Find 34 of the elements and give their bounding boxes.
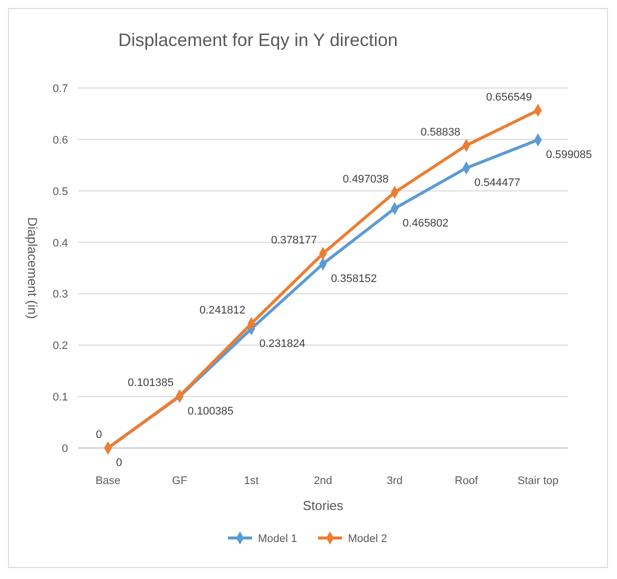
x-tick-label: Roof — [454, 475, 479, 487]
data-label: 0.378177 — [271, 234, 317, 247]
x-tick-label: 1st — [244, 475, 259, 487]
data-label: 0.231824 — [259, 338, 306, 350]
data-label: 0.58838 — [420, 126, 460, 138]
y-tick-label: 0.1 — [52, 392, 68, 404]
legend-label: Model 1 — [258, 533, 298, 545]
x-tick-label: Stair top — [518, 475, 558, 487]
legend-label: Model 2 — [348, 533, 388, 545]
x-tick-label: Base — [95, 475, 121, 487]
data-label: 0.465802 — [402, 217, 449, 230]
data-label: 0 — [116, 457, 122, 469]
y-tick-label: 0.3 — [52, 288, 68, 301]
data-label: 0.544477 — [474, 176, 520, 189]
x-tick-label: GF — [172, 475, 188, 487]
y-tick-label: 0.2 — [52, 340, 68, 352]
y-tick-label: 0.4 — [52, 237, 68, 250]
y-axis-title: Diaplacement (in) — [25, 217, 40, 319]
data-label: 0.100385 — [188, 405, 234, 418]
y-tick-label: 0.6 — [52, 134, 68, 146]
y-tick-label: 0.7 — [52, 83, 68, 95]
data-label: 0.656549 — [486, 91, 532, 104]
data-label: 0 — [96, 429, 102, 441]
x-tick-label: 3rd — [386, 475, 403, 487]
data-label: 0.599085 — [546, 148, 592, 161]
y-tick-label: 0.5 — [52, 186, 68, 198]
data-label: 0.101385 — [128, 376, 174, 389]
data-label: 0.358152 — [331, 272, 377, 285]
y-tick-label: 0 — [62, 443, 68, 455]
data-label: 0.241812 — [199, 304, 246, 317]
chart-title: Displacement for Eqy in Y direction — [118, 30, 398, 50]
x-axis-title: Stories — [302, 498, 344, 513]
data-label: 0.497038 — [342, 173, 389, 186]
x-tick-label: 2nd — [314, 475, 332, 487]
